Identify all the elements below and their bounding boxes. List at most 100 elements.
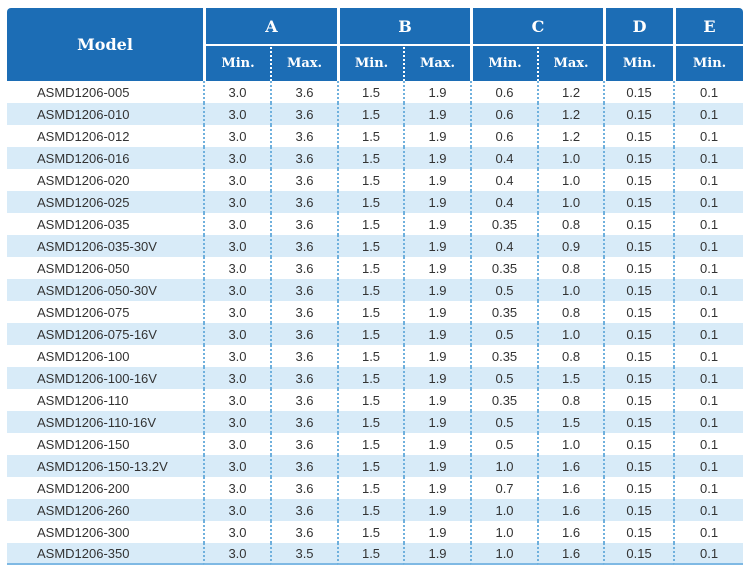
value-cell: 0.15 xyxy=(603,521,674,543)
value-cell: 3.0 xyxy=(203,411,270,433)
value-cell: 3.0 xyxy=(203,103,270,125)
model-cell: ASMD1206-075-16V xyxy=(7,323,203,345)
value-cell: 1.0 xyxy=(537,191,604,213)
value-cell: 1.5 xyxy=(337,455,404,477)
value-cell: 1.6 xyxy=(537,521,604,543)
subheader-e-min: Min. xyxy=(673,44,744,81)
value-cell: 3.0 xyxy=(203,389,270,411)
value-cell: 0.15 xyxy=(603,323,674,345)
table-row: ASMD1206-010 3.0 3.6 1.5 1.9 0.6 1.2 0.15 0.1 xyxy=(7,103,744,125)
spec-table-body: ASMD1206-005 3.0 3.6 1.5 1.9 0.6 1.2 0.15 0.1 ASM… xyxy=(7,81,744,565)
value-cell: 3.0 xyxy=(203,81,270,103)
value-cell: 3.0 xyxy=(203,213,270,235)
value-cell: 3.6 xyxy=(270,81,338,103)
model-cell: ASMD1206-300 xyxy=(7,521,203,543)
value-cell: 1.5 xyxy=(337,191,404,213)
value-cell: 1.9 xyxy=(403,125,471,147)
value-cell: 0.1 xyxy=(673,345,744,367)
value-cell: 0.4 xyxy=(470,147,538,169)
header-sub-row: Min. Max. Min. Max. Min. Max. Min. Min. xyxy=(7,44,744,81)
model-cell: ASMD1206-050-30V xyxy=(7,279,203,301)
value-cell: 0.6 xyxy=(470,125,538,147)
value-cell: 3.6 xyxy=(270,169,338,191)
value-cell: 0.5 xyxy=(470,279,538,301)
value-cell: 3.0 xyxy=(203,301,270,323)
table-row: ASMD1206-110 3.0 3.6 1.5 1.9 0.35 0.8 0.15 0.1 xyxy=(7,389,744,411)
value-cell: 1.5 xyxy=(337,279,404,301)
value-cell: 0.35 xyxy=(470,301,538,323)
value-cell: 1.9 xyxy=(403,147,471,169)
table-row: ASMD1206-150-13.2V 3.0 3.6 1.5 1.9 1.0 1.6 0.15… xyxy=(7,455,744,477)
column-header-group-e: E xyxy=(673,8,744,44)
value-cell: 1.9 xyxy=(403,521,471,543)
header-group-row: Model A B C D E xyxy=(7,8,744,81)
model-cell: ASMD1206-025 xyxy=(7,191,203,213)
value-cell: 0.15 xyxy=(603,103,674,125)
value-cell: 1.5 xyxy=(337,257,404,279)
value-cell: 3.5 xyxy=(270,543,338,565)
value-cell: 1.5 xyxy=(337,345,404,367)
value-cell: 3.0 xyxy=(203,543,270,565)
value-cell: 1.5 xyxy=(337,521,404,543)
value-cell: 3.6 xyxy=(270,257,338,279)
value-cell: 0.1 xyxy=(673,213,744,235)
value-cell: 0.1 xyxy=(673,367,744,389)
value-cell: 0.8 xyxy=(537,389,604,411)
value-cell: 0.15 xyxy=(603,455,674,477)
value-cell: 1.9 xyxy=(403,81,471,103)
value-cell: 0.15 xyxy=(603,191,674,213)
value-cell: 3.0 xyxy=(203,477,270,499)
value-cell: 1.5 xyxy=(337,389,404,411)
model-cell: ASMD1206-035-30V xyxy=(7,235,203,257)
value-cell: 0.15 xyxy=(603,301,674,323)
model-cell: ASMD1206-100 xyxy=(7,345,203,367)
value-cell: 0.1 xyxy=(673,301,744,323)
value-cell: 1.9 xyxy=(403,367,471,389)
subheader-c-max: Max. xyxy=(537,44,604,81)
model-cell: ASMD1206-200 xyxy=(7,477,203,499)
value-cell: 1.5 xyxy=(337,477,404,499)
model-cell: ASMD1206-012 xyxy=(7,125,203,147)
value-cell: 1.5 xyxy=(337,103,404,125)
value-cell: 0.1 xyxy=(673,191,744,213)
table-row: ASMD1206-200 3.0 3.6 1.5 1.9 0.7 1.6 0.15 0.1 xyxy=(7,477,744,499)
value-cell: 3.6 xyxy=(270,147,338,169)
value-cell: 0.1 xyxy=(673,147,744,169)
value-cell: 3.6 xyxy=(270,279,338,301)
value-cell: 3.6 xyxy=(270,213,338,235)
value-cell: 0.6 xyxy=(470,81,538,103)
value-cell: 1.2 xyxy=(537,103,604,125)
table-row: ASMD1206-050-30V 3.0 3.6 1.5 1.9 0.5 1.0 0.15 0.… xyxy=(7,279,744,301)
value-cell: 1.5 xyxy=(337,169,404,191)
value-cell: 3.0 xyxy=(203,521,270,543)
value-cell: 1.9 xyxy=(403,323,471,345)
subheader-d-min: Min. xyxy=(603,44,674,81)
value-cell: 3.0 xyxy=(203,191,270,213)
value-cell: 3.6 xyxy=(270,301,338,323)
value-cell: 0.15 xyxy=(603,367,674,389)
value-cell: 1.6 xyxy=(537,477,604,499)
value-cell: 1.6 xyxy=(537,499,604,521)
value-cell: 3.6 xyxy=(270,367,338,389)
table-row: ASMD1206-300 3.0 3.6 1.5 1.9 1.0 1.6 0.15 0.1 xyxy=(7,521,744,543)
model-cell: ASMD1206-016 xyxy=(7,147,203,169)
value-cell: 3.6 xyxy=(270,389,338,411)
value-cell: 0.35 xyxy=(470,213,538,235)
value-cell: 3.6 xyxy=(270,103,338,125)
value-cell: 1.9 xyxy=(403,477,471,499)
value-cell: 3.0 xyxy=(203,235,270,257)
value-cell: 1.5 xyxy=(337,81,404,103)
value-cell: 1.9 xyxy=(403,191,471,213)
value-cell: 0.15 xyxy=(603,257,674,279)
value-cell: 1.9 xyxy=(403,279,471,301)
value-cell: 1.0 xyxy=(537,323,604,345)
model-cell: ASMD1206-020 xyxy=(7,169,203,191)
value-cell: 1.0 xyxy=(537,279,604,301)
model-cell: ASMD1206-035 xyxy=(7,213,203,235)
value-cell: 1.0 xyxy=(470,455,538,477)
value-cell: 0.5 xyxy=(470,323,538,345)
table-row: ASMD1206-100 3.0 3.6 1.5 1.9 0.35 0.8 0.15 0.1 xyxy=(7,345,744,367)
model-cell: ASMD1206-150-13.2V xyxy=(7,455,203,477)
value-cell: 0.1 xyxy=(673,477,744,499)
value-cell: 3.6 xyxy=(270,477,338,499)
